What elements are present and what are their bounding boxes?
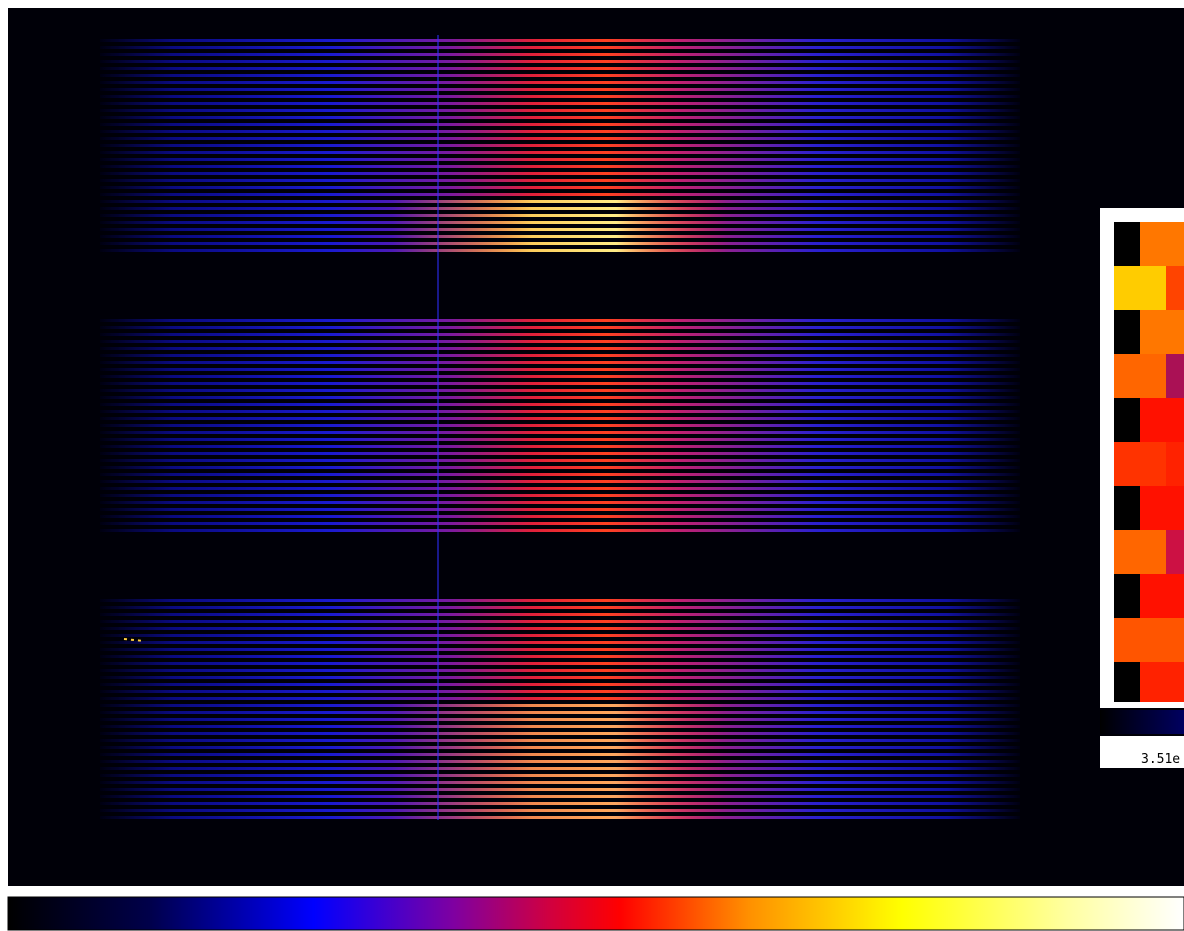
stripe-overlay bbox=[100, 315, 1020, 535]
pixel bbox=[1166, 530, 1184, 574]
pixel bbox=[1140, 574, 1184, 618]
spectrum-band bbox=[100, 35, 1020, 255]
stripe-overlay bbox=[100, 598, 1020, 820]
pixel-value: 3.51e bbox=[1141, 752, 1180, 767]
pixel bbox=[1140, 398, 1184, 442]
pixel bbox=[1114, 354, 1166, 398]
pixel bbox=[1140, 486, 1184, 530]
pixel bbox=[1140, 222, 1184, 266]
pixel bbox=[1166, 354, 1184, 398]
page: {"magnifier": {"value_label": "3.51e"}} … bbox=[0, 0, 1184, 931]
colorbar[interactable] bbox=[8, 897, 1184, 930]
pixel bbox=[1166, 442, 1184, 486]
pixel bbox=[1140, 662, 1184, 702]
pixel bbox=[1114, 530, 1166, 574]
spectrum-band bbox=[100, 315, 1020, 535]
viewer-canvas: 3.51e bbox=[0, 0, 1184, 931]
pixel bbox=[1166, 266, 1184, 310]
spectrum-band bbox=[100, 598, 1020, 820]
magnifier: 3.51e bbox=[1100, 208, 1184, 768]
magnifier-pixels bbox=[1114, 222, 1184, 702]
viewer: 3.51e (() => { const data = JSON.parse(d… bbox=[0, 0, 1184, 931]
pixel bbox=[1114, 442, 1166, 486]
magnifier-colorbar bbox=[1100, 710, 1184, 734]
pixel bbox=[1114, 266, 1166, 310]
pixel bbox=[1140, 310, 1184, 354]
stripe-overlay bbox=[100, 35, 1020, 255]
pixel bbox=[1114, 618, 1184, 662]
